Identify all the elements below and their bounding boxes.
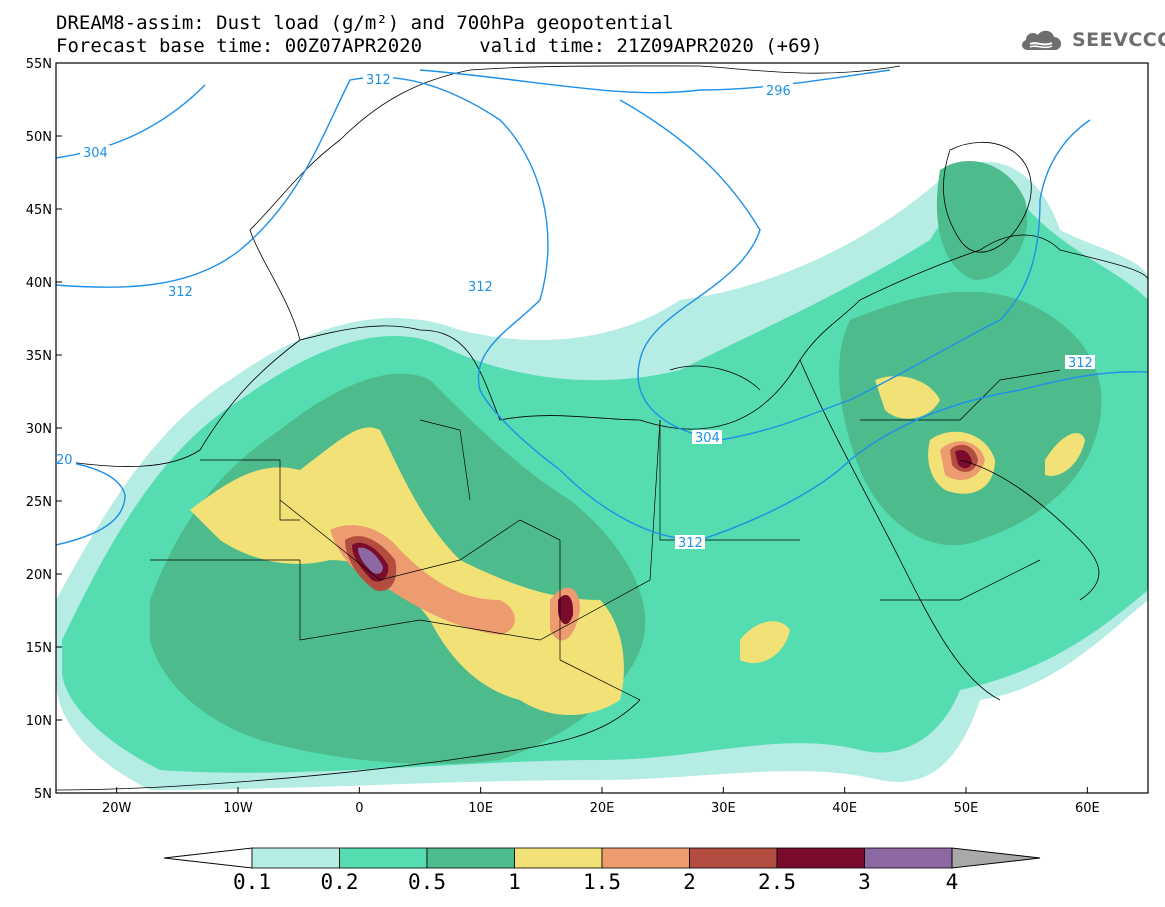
colorbar-swatch [251,847,340,869]
dust-3-gulf [955,450,972,469]
lon-label: 10E [468,801,493,816]
lon-label: 50E [954,801,979,816]
colorbar-min-extend [163,847,253,869]
lat-label: 45N [26,203,52,218]
contour-label: 296 [766,84,791,99]
country-borders [150,369,1061,701]
dust-field [56,65,1148,791]
contour-label: 304 [83,146,108,161]
contour-304-c [619,99,1091,441]
contour-304-nw [56,84,206,159]
lat-label: 10N [26,714,52,729]
longitude-axis: 20W 10W 0 10E 20E 30E 40E 50E 60E [102,787,1100,816]
colorbar [163,847,1041,869]
colorbar-swatch [339,847,428,869]
lon-label: 60E [1075,801,1100,816]
contour-label: 312 [1068,356,1093,371]
map-subtitle: Forecast base time: 00Z07APR2020 valid t… [56,35,823,57]
lat-label: 40N [26,276,52,291]
lat-label: 20N [26,568,52,583]
latitude-axis: 55N 50N 45N 40N 35N 30N 25N 20N 15N 10N 5N [26,57,62,802]
colorbar-label: 0.1 [233,870,271,894]
lon-label: 20W [102,801,132,816]
contour-label: 312 [168,285,193,300]
map-title: DREAM8-assim: Dust load (g/m²) and 700hP… [56,12,674,34]
lat-label: 30N [26,422,52,437]
contour-label: 304 [695,431,720,446]
contour-296 [419,69,891,94]
lon-label: 30E [711,801,736,816]
colorbar-label: 0.2 [320,870,359,894]
colorbar-label: 3 [858,870,871,894]
colorbar-label: 4 [945,870,959,894]
seevccc-logo: SEEVCCC [1018,26,1165,54]
lat-label: 25N [26,495,52,510]
dust-0.5-caspian [936,161,1028,280]
logo-text: SEEVCCC [1072,29,1165,51]
contour-label: 312 [366,73,391,88]
lon-label: 10W [223,801,253,816]
colorbar-swatch [426,847,515,869]
colorbar-label: 1.5 [583,870,621,894]
lon-label: 40E [832,801,857,816]
colorbar-label: 2.5 [758,870,796,894]
coastlines [56,65,1148,791]
lon-label: 0 [355,801,363,816]
contour-label: 20 [56,453,73,468]
colorbar-label: 0.5 [408,870,446,894]
lat-label: 5N [34,787,52,802]
contour-20-w [56,459,126,546]
dust-1-east [875,376,940,419]
colorbar-label: 2 [683,870,696,894]
dust-4 [358,547,383,574]
contour-312-w [56,76,1148,541]
colorbar-swatch [864,847,953,869]
lon-label: 20E [590,801,615,816]
contour-label: 312 [678,536,703,551]
geopotential-contours [56,69,1148,546]
contour-labels: 312 296 304 312 312 304 312 312 20 [56,72,1095,551]
colorbar-max-extend [951,847,1041,869]
dust-2-chad [558,595,574,625]
colorbar-swatch [689,847,778,869]
colorbar-swatch [776,847,865,869]
lat-label: 55N [26,57,52,72]
dust-0.5-east [839,291,1102,546]
lat-label: 50N [26,130,52,145]
dust-1-oman [1045,432,1085,476]
lat-label: 15N [26,641,52,656]
colorbar-label: 1 [508,870,521,894]
colorbar-swatch [601,847,690,869]
colorbar-swatch [514,847,603,869]
lat-label: 35N [26,349,52,364]
dust-1-sudan [740,621,790,664]
cloud-icon [1022,30,1062,50]
contour-label: 312 [468,280,493,295]
